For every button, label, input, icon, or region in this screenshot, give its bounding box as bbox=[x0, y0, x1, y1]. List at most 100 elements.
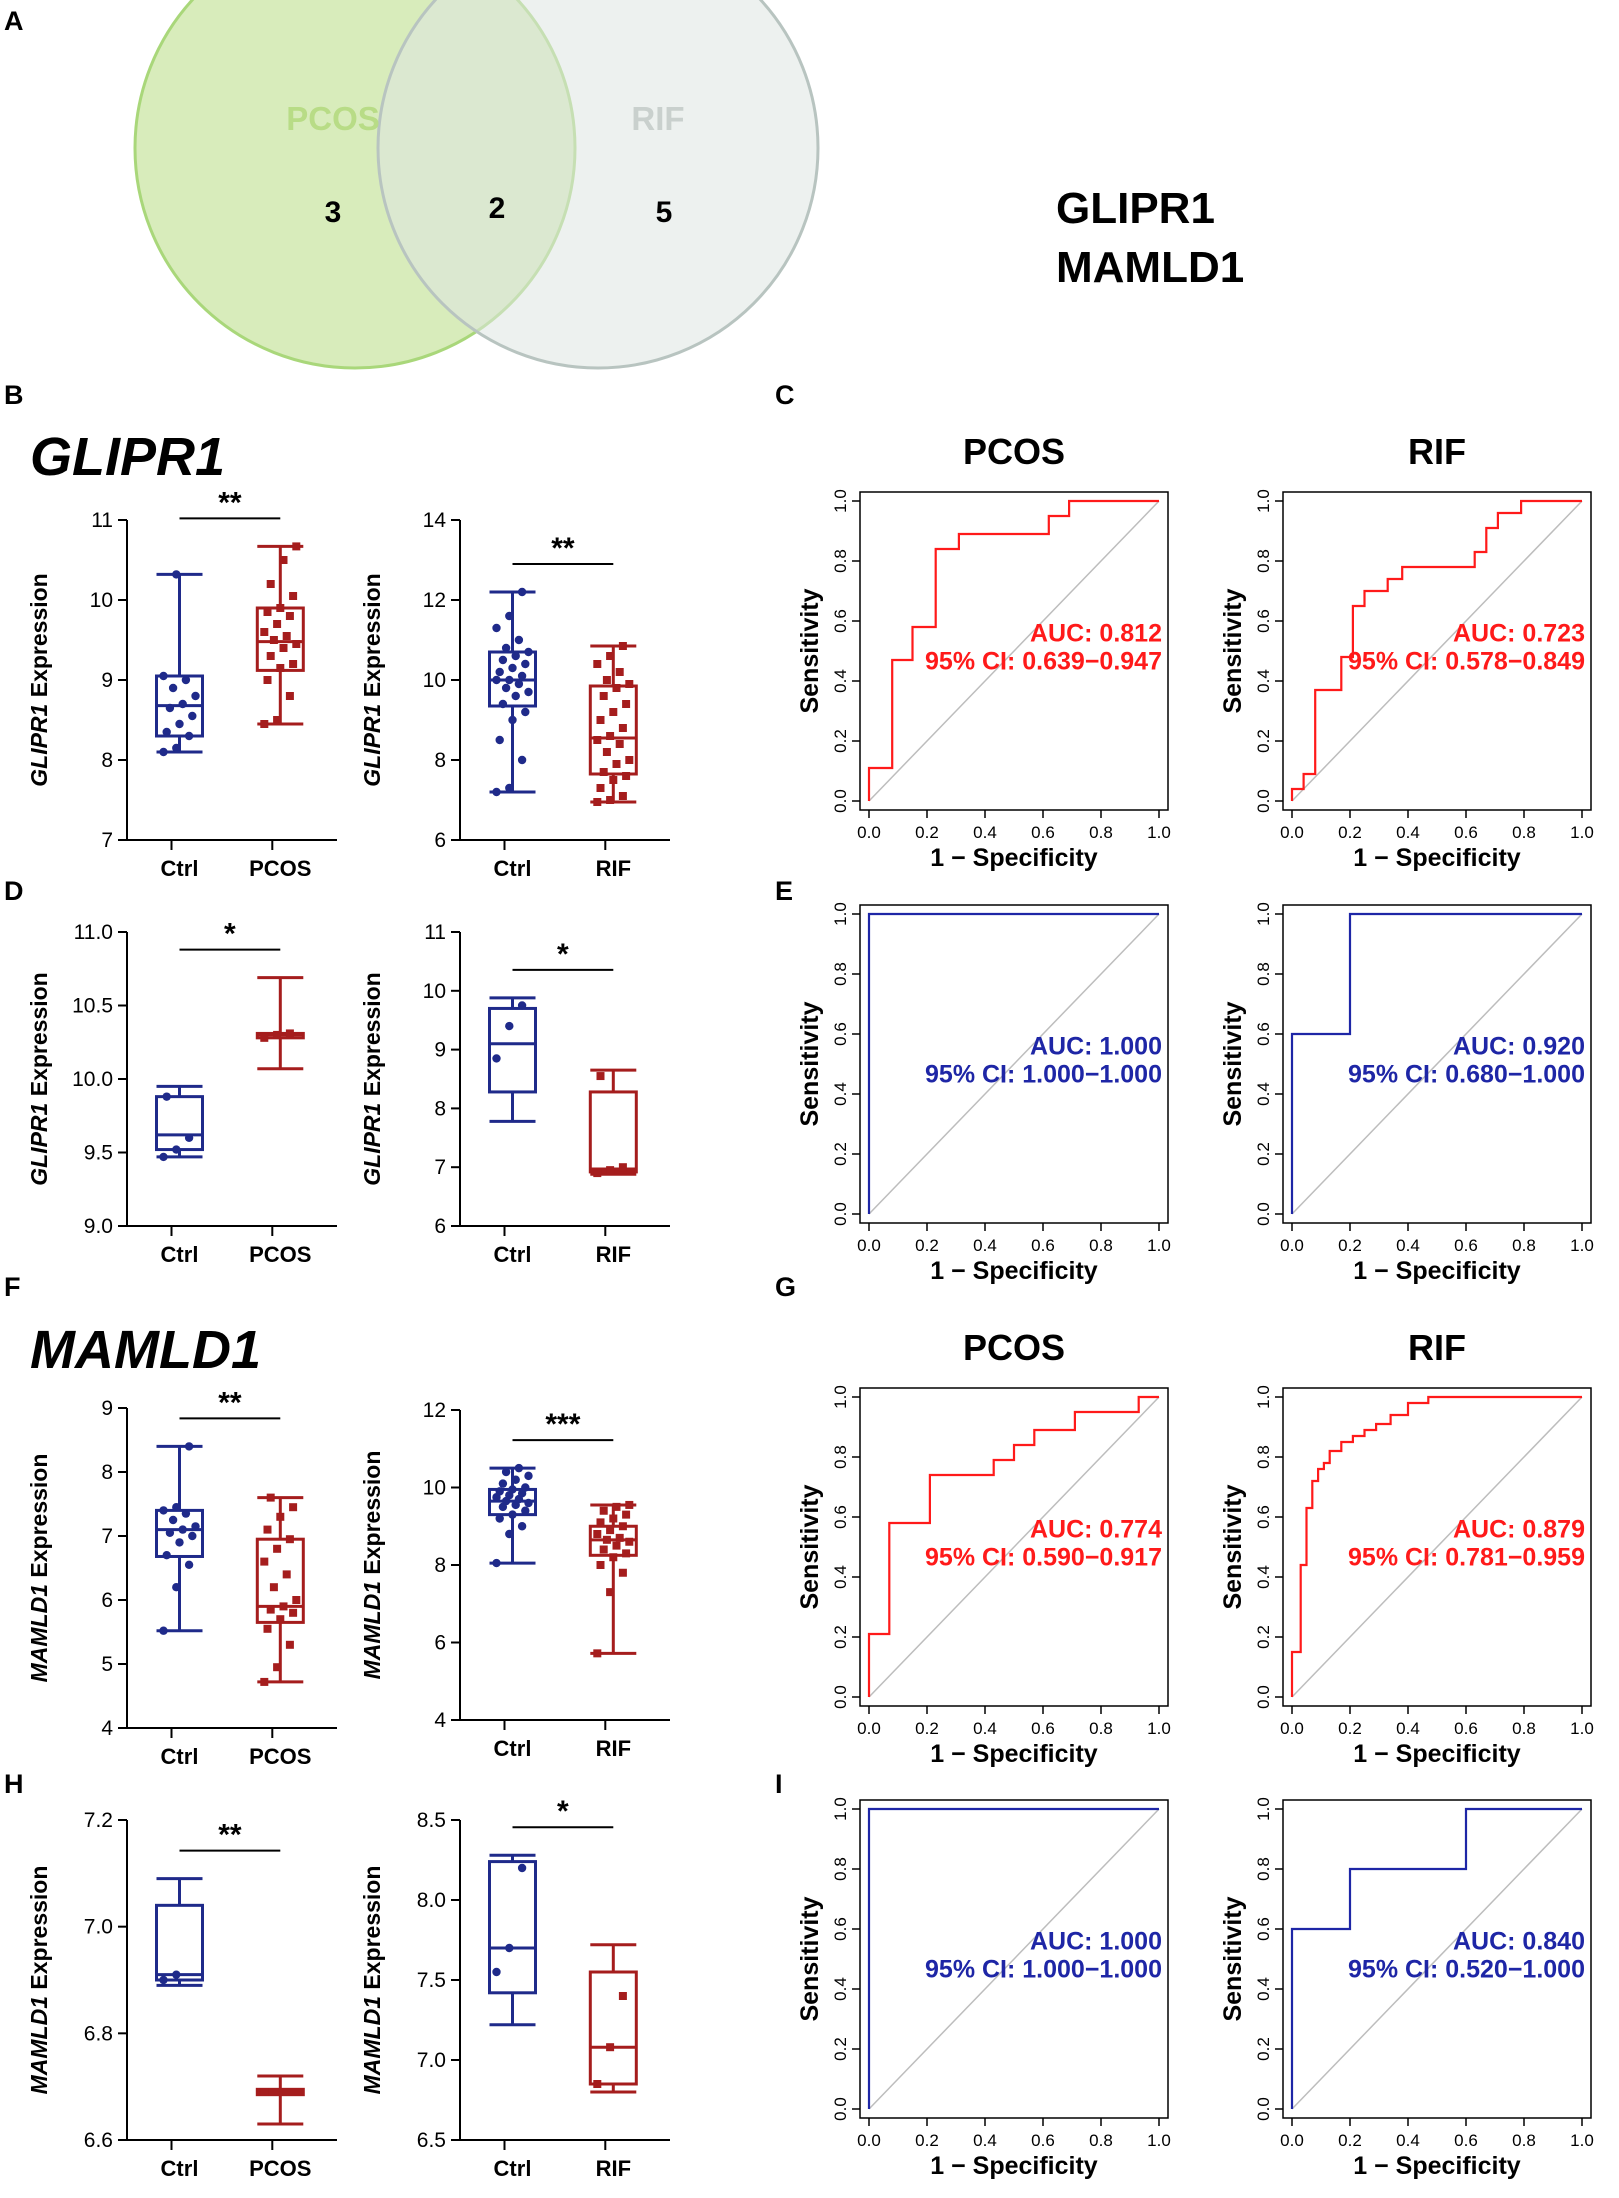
data-point bbox=[279, 1602, 288, 1611]
data-point bbox=[184, 1133, 194, 1143]
significance-label: *** bbox=[545, 1408, 580, 1441]
x-tick-label: 0.0 bbox=[857, 823, 881, 842]
data-point bbox=[175, 1538, 184, 1547]
panel-label-f: F bbox=[4, 1272, 21, 1302]
venn-diagram: PCOS RIF 3 2 5 GLIPR1 MAMLD1 bbox=[133, 0, 1244, 370]
roc-curve-mamld1-rif-valid: 0.0 0.0 0.2 0.2 0.4 0.4 0.6 0.6 0.8 0.8 1.0 1.0 1 − … bbox=[1219, 1797, 1594, 2180]
x-tick-label: Ctrl bbox=[494, 1242, 532, 1267]
data-point bbox=[524, 687, 533, 697]
box-iqr bbox=[155, 1903, 204, 1982]
data-point bbox=[159, 671, 168, 681]
data-point bbox=[514, 679, 524, 689]
data-point bbox=[276, 1512, 285, 1521]
data-point bbox=[606, 796, 615, 804]
y-tick-label: 7 bbox=[101, 829, 113, 852]
x-tick-label: Ctrl bbox=[161, 2156, 199, 2181]
data-point bbox=[593, 2080, 602, 2088]
data-point bbox=[599, 692, 608, 700]
chart-title: PCOS bbox=[963, 1327, 1065, 1368]
y-tick-label: 0.4 bbox=[1254, 669, 1273, 693]
data-point bbox=[612, 1541, 621, 1550]
x-tick-label: 1.0 bbox=[1147, 2131, 1171, 2150]
data-point bbox=[495, 1514, 504, 1523]
auc-label: AUC: 1.000 bbox=[1030, 1927, 1162, 1955]
data-point bbox=[263, 676, 272, 684]
data-point bbox=[273, 620, 282, 628]
y-tick-label: 6 bbox=[434, 829, 446, 852]
box-plot-glipr1-pcos-train: 7 8 9 10 11 GLIPR1 Expression Ctrl PCOS ** bbox=[26, 486, 337, 881]
plot-frame bbox=[859, 491, 1169, 811]
reference-diagonal bbox=[868, 913, 1160, 1215]
data-point bbox=[606, 1526, 615, 1535]
data-point bbox=[172, 1583, 181, 1592]
gene-title-glipr1: GLIPR1 bbox=[30, 427, 225, 487]
x-tick-label: 0.8 bbox=[1512, 1236, 1536, 1255]
y-tick-label: 8 bbox=[434, 1554, 446, 1577]
y-tick-label: 0.0 bbox=[831, 789, 850, 813]
plot-frame bbox=[1282, 904, 1592, 1224]
y-tick-label: 0.8 bbox=[1254, 1445, 1273, 1469]
data-point bbox=[612, 760, 621, 768]
data-point bbox=[615, 1533, 624, 1542]
y-tick-label: 6 bbox=[434, 1632, 446, 1655]
data-point bbox=[599, 1545, 608, 1554]
ci-label: 95% CI: 1.000−1.000 bbox=[925, 1060, 1162, 1088]
data-point bbox=[505, 1021, 514, 1031]
venn-label-pcos: PCOS bbox=[286, 100, 380, 137]
x-tick-label: 0.2 bbox=[1338, 823, 1362, 842]
y-tick-label: 1.0 bbox=[831, 1385, 850, 1409]
data-point bbox=[285, 1640, 294, 1649]
x-tick-label: 0.4 bbox=[1396, 1236, 1420, 1255]
data-point bbox=[618, 1163, 627, 1172]
data-point bbox=[269, 636, 278, 644]
y-tick-label: 0.8 bbox=[831, 1857, 850, 1881]
y-tick-label: 0.6 bbox=[831, 1917, 850, 1941]
x-tick-label: 1.0 bbox=[1570, 2131, 1594, 2150]
data-point bbox=[168, 1515, 178, 1525]
data-point bbox=[501, 683, 511, 693]
x-tick-label: 1.0 bbox=[1147, 823, 1171, 842]
gene-title-mamld1: MAMLD1 bbox=[30, 1320, 261, 1380]
data-point bbox=[596, 716, 605, 724]
chart-title: RIF bbox=[1408, 1327, 1466, 1368]
y-tick-label: 0.0 bbox=[1254, 1202, 1273, 1226]
y-tick-label: 0.4 bbox=[831, 1977, 850, 2001]
y-tick-label: 0.2 bbox=[831, 2037, 850, 2061]
data-point bbox=[175, 719, 184, 729]
y-tick-label: 0.6 bbox=[831, 609, 850, 633]
data-point bbox=[622, 700, 631, 708]
data-point bbox=[593, 1649, 602, 1658]
y-tick-label: 0.0 bbox=[1254, 2097, 1273, 2121]
y-tick-label: 8 bbox=[101, 1461, 113, 1484]
data-point bbox=[602, 748, 611, 756]
y-axis-label-gene: GLIPR1 bbox=[359, 704, 385, 787]
data-point bbox=[276, 664, 285, 672]
x-tick-label: Ctrl bbox=[494, 2156, 532, 2181]
data-point bbox=[289, 1608, 298, 1617]
data-point bbox=[511, 691, 520, 701]
box-iqr bbox=[588, 1970, 638, 2086]
y-axis-label-gene: MAMLD1 bbox=[359, 1581, 385, 1679]
significance-label: * bbox=[557, 1795, 569, 1828]
y-tick-label: 8 bbox=[434, 749, 446, 772]
x-tick-label: 0.2 bbox=[1338, 1719, 1362, 1738]
auc-label: AUC: 0.840 bbox=[1453, 1927, 1585, 1955]
data-point bbox=[162, 1092, 171, 1101]
y-tick-label: 1.0 bbox=[831, 902, 850, 926]
data-point bbox=[593, 798, 602, 806]
data-point bbox=[609, 708, 618, 716]
data-point bbox=[279, 644, 288, 652]
x-tick-label: 0.0 bbox=[857, 1236, 881, 1255]
significance-label: ** bbox=[551, 532, 575, 565]
venn-count-overlap: 2 bbox=[489, 192, 506, 225]
x-tick-label: 0.6 bbox=[1031, 1236, 1055, 1255]
data-point bbox=[498, 1479, 508, 1488]
auc-label: AUC: 0.812 bbox=[1030, 619, 1162, 647]
plot-frame bbox=[859, 1799, 1169, 2119]
x-tick-label: 0.0 bbox=[1280, 1719, 1304, 1738]
y-tick-label: 0.0 bbox=[831, 2097, 850, 2121]
reference-diagonal bbox=[868, 1808, 1160, 2110]
data-point bbox=[165, 703, 175, 713]
data-point bbox=[178, 699, 187, 709]
y-tick-label: 11 bbox=[91, 509, 113, 532]
